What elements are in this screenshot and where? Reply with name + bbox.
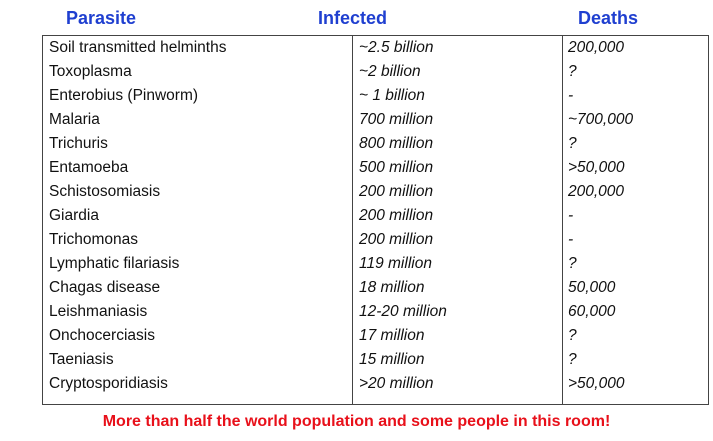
column-divider bbox=[352, 35, 353, 405]
infected-count: 700 million bbox=[359, 111, 434, 128]
parasite-name: Cryptosporidiasis bbox=[49, 375, 168, 392]
infected-count: 200 million bbox=[359, 231, 434, 248]
header-infected: Infected bbox=[318, 8, 388, 28]
death-count: 50,000 bbox=[568, 279, 616, 296]
death-count: ~700,000 bbox=[568, 111, 634, 128]
header-parasite: Parasite bbox=[66, 8, 137, 28]
infected-count: 800 million bbox=[359, 135, 434, 152]
parasite-name: Malaria bbox=[49, 111, 100, 128]
infected-count: >20 million bbox=[359, 375, 434, 392]
parasite-name: Onchocerciasis bbox=[49, 327, 155, 344]
infected-count: 200 million bbox=[359, 207, 434, 224]
death-count: 60,000 bbox=[568, 303, 616, 320]
parasite-name: Entamoeba bbox=[49, 159, 129, 176]
infected-count: ~2 billion bbox=[359, 63, 421, 80]
infected-count: 200 million bbox=[359, 183, 434, 200]
column-divider bbox=[562, 35, 563, 405]
parasite-name: Schistosomiasis bbox=[49, 183, 161, 200]
death-count: >50,000 bbox=[568, 375, 625, 392]
parasite-name: Giardia bbox=[49, 207, 99, 224]
infected-count: 17 million bbox=[359, 327, 425, 344]
infected-count: 119 million bbox=[359, 255, 432, 272]
death-count: 200,000 bbox=[568, 39, 625, 56]
parasite-name: Enterobius (Pinworm) bbox=[49, 87, 199, 104]
infected-count: 18 million bbox=[359, 279, 425, 296]
parasite-name: Soil transmitted helminths bbox=[49, 39, 227, 56]
parasite-name: Leishmaniasis bbox=[49, 303, 148, 320]
death-count: - bbox=[568, 87, 574, 104]
table-border bbox=[42, 35, 709, 405]
infected-count: ~2.5 billion bbox=[359, 39, 434, 56]
death-count: >50,000 bbox=[568, 159, 625, 176]
header-deaths: Deaths bbox=[578, 8, 639, 28]
parasite-name: Trichomonas bbox=[49, 231, 139, 248]
parasite-name: Trichuris bbox=[49, 135, 108, 152]
parasite-name: Toxoplasma bbox=[49, 63, 132, 80]
parasite-name: Taeniasis bbox=[49, 351, 114, 368]
death-count: ? bbox=[568, 63, 577, 80]
footer-note: More than half the world population and … bbox=[102, 413, 611, 430]
parasite-name: Chagas disease bbox=[49, 279, 161, 296]
infected-count: 500 million bbox=[359, 159, 434, 176]
death-count: - bbox=[568, 207, 574, 224]
death-count: - bbox=[568, 231, 574, 248]
death-count: ? bbox=[568, 255, 577, 272]
infected-count: ~ 1 billion bbox=[359, 87, 425, 104]
death-count: ? bbox=[568, 135, 577, 152]
parasite-name: Lymphatic filariasis bbox=[49, 255, 180, 272]
death-count: ? bbox=[568, 327, 577, 344]
infected-count: 12-20 million bbox=[359, 303, 447, 320]
death-count: ? bbox=[568, 351, 577, 368]
death-count: 200,000 bbox=[568, 183, 625, 200]
infected-count: 15 million bbox=[359, 351, 425, 368]
